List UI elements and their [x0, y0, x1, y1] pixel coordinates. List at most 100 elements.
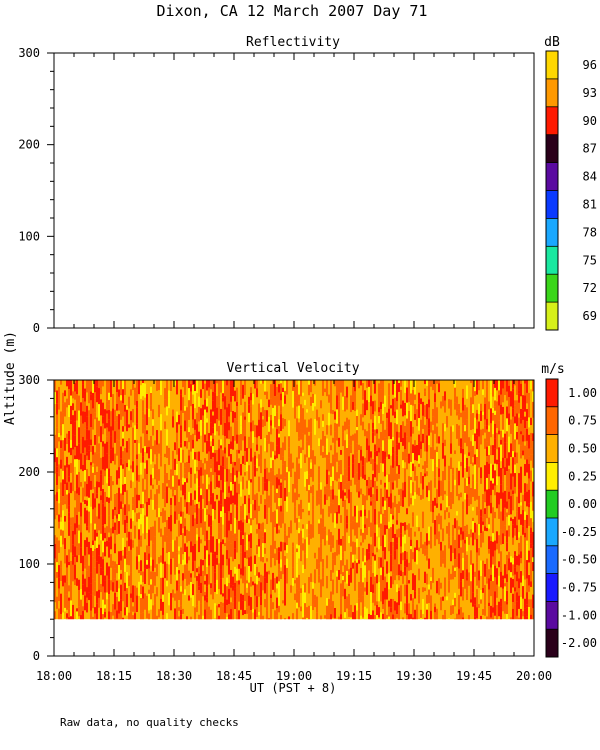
- heatmap-cell: [344, 492, 346, 496]
- heatmap-cell: [496, 432, 498, 450]
- heatmap-cell: [188, 491, 190, 503]
- heatmap-cell: [398, 564, 400, 576]
- heatmap-cell: [466, 593, 468, 601]
- heatmap-cell: [164, 388, 166, 400]
- heatmap-cell: [238, 520, 240, 530]
- heatmap-cell: [426, 435, 428, 452]
- heatmap-cell: [466, 530, 468, 537]
- heatmap-cell: [362, 421, 364, 431]
- heatmap-cell: [388, 572, 390, 590]
- heatmap-cell: [346, 523, 348, 529]
- heatmap-cell: [240, 434, 242, 451]
- heatmap-cell: [270, 482, 272, 490]
- heatmap-cell: [108, 392, 110, 401]
- heatmap-cell: [406, 594, 408, 604]
- heatmap-cell: [366, 380, 368, 388]
- heatmap-cell: [474, 604, 476, 617]
- heatmap-cell: [426, 419, 428, 426]
- heatmap-cell: [90, 427, 92, 440]
- heatmap-cell: [280, 505, 282, 512]
- heatmap-cell: [374, 380, 376, 394]
- heatmap-cell: [270, 468, 272, 472]
- heatmap-cell: [510, 443, 512, 457]
- heatmap-cell: [250, 525, 252, 534]
- heatmap-cell: [436, 529, 438, 540]
- heatmap-cell: [192, 384, 194, 395]
- heatmap-cell: [122, 494, 124, 504]
- heatmap-cell: [384, 500, 386, 510]
- heatmap-cell: [346, 528, 348, 533]
- heatmap-cell: [118, 509, 120, 515]
- heatmap-cell: [388, 454, 390, 459]
- heatmap-cell: [232, 548, 234, 558]
- heatmap-cell: [164, 561, 166, 579]
- heatmap-cell: [232, 495, 234, 504]
- heatmap-cell: [66, 594, 68, 610]
- heatmap-cell: [146, 609, 148, 619]
- heatmap-cell: [504, 380, 506, 396]
- heatmap-cell: [506, 560, 508, 567]
- heatmap-cell: [386, 489, 388, 499]
- heatmap-cell: [320, 447, 322, 456]
- heatmap-cell: [366, 450, 368, 463]
- heatmap-cell: [176, 475, 178, 489]
- heatmap-cell: [212, 553, 214, 566]
- heatmap-cell: [246, 461, 248, 472]
- heatmap-cell: [214, 564, 216, 570]
- heatmap-cell: [198, 524, 200, 537]
- heatmap-cell: [254, 465, 256, 477]
- heatmap-cell: [396, 537, 398, 544]
- heatmap-cell: [106, 592, 108, 600]
- heatmap-cell: [214, 583, 216, 592]
- heatmap-cell: [464, 560, 466, 572]
- heatmap-cell: [174, 540, 176, 557]
- heatmap-cell: [132, 504, 134, 511]
- heatmap-cell: [352, 454, 354, 464]
- heatmap-cell: [94, 464, 96, 475]
- heatmap-cell: [468, 452, 470, 456]
- heatmap-cell: [522, 450, 524, 456]
- heatmap-cell: [510, 477, 512, 490]
- heatmap-cell: [506, 380, 508, 392]
- heatmap-cell: [86, 597, 88, 603]
- heatmap-cell: [506, 486, 508, 491]
- heatmap-cell: [480, 467, 482, 479]
- heatmap-cell: [446, 525, 448, 534]
- heatmap-cell: [374, 400, 376, 412]
- heatmap-cell: [200, 495, 202, 510]
- heatmap-cell: [332, 499, 334, 504]
- heatmap-cell: [224, 481, 226, 499]
- heatmap-cell: [170, 593, 172, 598]
- heatmap-cell: [310, 486, 312, 494]
- heatmap-cell: [192, 419, 194, 429]
- heatmap-cell: [248, 582, 250, 596]
- heatmap-cell: [344, 468, 346, 485]
- heatmap-cell: [412, 495, 414, 506]
- heatmap-cell: [182, 538, 184, 555]
- heatmap-cell: [332, 489, 334, 500]
- heatmap-cell: [286, 488, 288, 497]
- heatmap-cell: [512, 578, 514, 588]
- heatmap-cell: [106, 526, 108, 541]
- heatmap-cell: [100, 500, 102, 516]
- heatmap-cell: [400, 564, 402, 571]
- heatmap-cell: [298, 422, 300, 438]
- heatmap-cell: [92, 392, 94, 409]
- heatmap-cell: [526, 616, 528, 620]
- heatmap-cell: [292, 462, 294, 469]
- heatmap-cell: [332, 466, 334, 481]
- heatmap-cell: [356, 559, 358, 563]
- heatmap-cell: [462, 587, 464, 597]
- heatmap-cell: [248, 498, 250, 514]
- heatmap-cell: [526, 459, 528, 473]
- heatmap-cell: [68, 476, 70, 482]
- heatmap-cell: [506, 582, 508, 592]
- heatmap-cell: [228, 492, 230, 498]
- heatmap-cell: [434, 477, 436, 488]
- heatmap-cell: [500, 518, 502, 530]
- heatmap-cell: [392, 574, 394, 585]
- heatmap-cell: [304, 583, 306, 593]
- heatmap-cell: [514, 457, 516, 465]
- heatmap-cell: [234, 412, 236, 419]
- heatmap-cell: [250, 533, 252, 549]
